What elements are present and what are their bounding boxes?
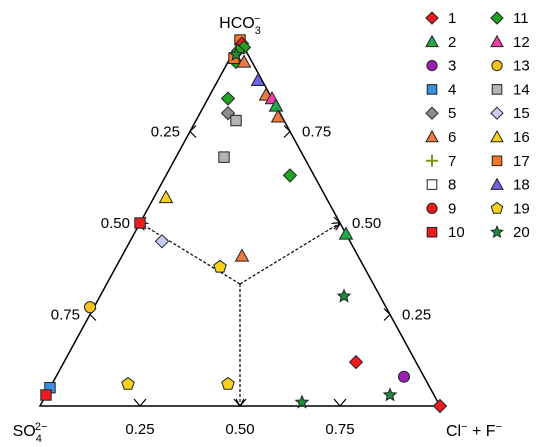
corner-labels: HCO3− SO42− Cl− + F− [13,13,502,445]
legend-label-8: 8 [448,177,456,194]
legend-label-17: 17 [513,153,530,170]
legend-label-14: 14 [513,81,530,98]
tick-mark [333,216,341,230]
point-series-20 [382,387,398,402]
point-series-19 [221,376,235,390]
tick-mark [189,125,197,138]
point-series-1 [432,398,448,414]
point-series-6 [234,248,250,262]
tick-label-right: 0.25 [402,307,431,324]
legend-label-9: 9 [448,200,456,217]
point-series-14 [218,151,230,163]
tick-mark [133,398,147,407]
tick-label-bottom: 0.25 [125,421,154,438]
tick-label-left: 0.75 [51,307,80,324]
tick-label-right: 0.50 [352,215,381,232]
legend-label-20: 20 [513,224,530,241]
legend-marker-11 [490,11,504,25]
vertex-label-cl-f: Cl− + F− [446,421,502,440]
legend-label-12: 12 [513,34,530,51]
legend-label-15: 15 [513,105,530,122]
tick-mark [333,398,347,407]
guide-arrow [140,223,241,285]
legend-marker-15 [490,106,504,120]
legend-marker-7 [426,154,438,167]
point-series-2 [338,226,354,240]
point-series-10 [40,389,52,401]
guide-arrow [239,223,340,285]
vertex-label-so4: SO42− [13,421,48,445]
legend-marker-10 [426,226,438,238]
legend-label-13: 13 [513,58,530,75]
point-series-13 [83,301,97,314]
legend-label-6: 6 [448,129,456,146]
point-series-11 [282,168,298,183]
legend-marker-18 [490,177,504,190]
tick-label-left: 0.25 [151,124,180,141]
legend-marker-3 [426,60,438,72]
centroid-guides [140,223,340,406]
point-series-6 [270,109,286,123]
point-series-19 [213,259,227,273]
point-series-1 [348,354,364,370]
legend-label-10: 10 [448,224,465,241]
legend-label-3: 3 [448,58,456,75]
legend-label-11: 11 [513,10,529,27]
vertex-label-hco3: HCO3− [219,13,261,37]
legend-marker-19 [490,201,504,214]
legend-marker-20 [490,224,504,239]
legend-marker-4 [426,84,438,95]
point-series-10 [134,217,146,229]
tick-label-right: 0.75 [302,124,331,141]
legend-marker-5 [425,106,439,120]
legend-marker-13 [491,60,503,72]
legend-label-4: 4 [448,81,456,98]
tick-label-left: 0.50 [101,215,130,232]
data-points [40,34,448,414]
legend-label-5: 5 [448,105,456,122]
point-series-20 [228,46,244,61]
legend-marker-12 [490,34,504,48]
legend-marker-1 [425,11,439,25]
point-series-16 [158,189,174,204]
legend-marker-9 [426,202,438,214]
legend-label-2: 2 [448,34,456,51]
tick-label-bottom: 0.75 [325,421,354,438]
tick-label-bottom: 0.50 [225,421,254,438]
legend-label-19: 19 [513,200,530,217]
point-series-3 [397,370,411,383]
legend-marker-8 [426,179,438,190]
tick-mark [283,125,291,138]
legend-label-16: 16 [513,129,530,146]
point-series-6 [236,54,252,68]
point-series-2 [268,98,284,112]
point-series-11 [220,91,236,106]
legend-marker-14 [491,84,503,95]
point-series-14 [230,114,242,127]
tick-mark [383,308,391,321]
legend-marker-6 [425,129,439,143]
tick-mark [233,398,247,407]
point-series-20 [336,288,352,303]
legend-marker-17 [491,155,503,167]
point-series-15 [154,234,170,249]
point-series-19 [121,376,135,390]
legend-label-7: 7 [448,153,456,170]
point-series-18 [250,72,266,86]
legend-marker-2 [425,34,439,48]
legend-marker-16 [490,129,504,143]
legend-label-1: 1 [448,10,456,27]
legend-label-18: 18 [513,177,530,194]
point-series-20 [294,394,310,409]
